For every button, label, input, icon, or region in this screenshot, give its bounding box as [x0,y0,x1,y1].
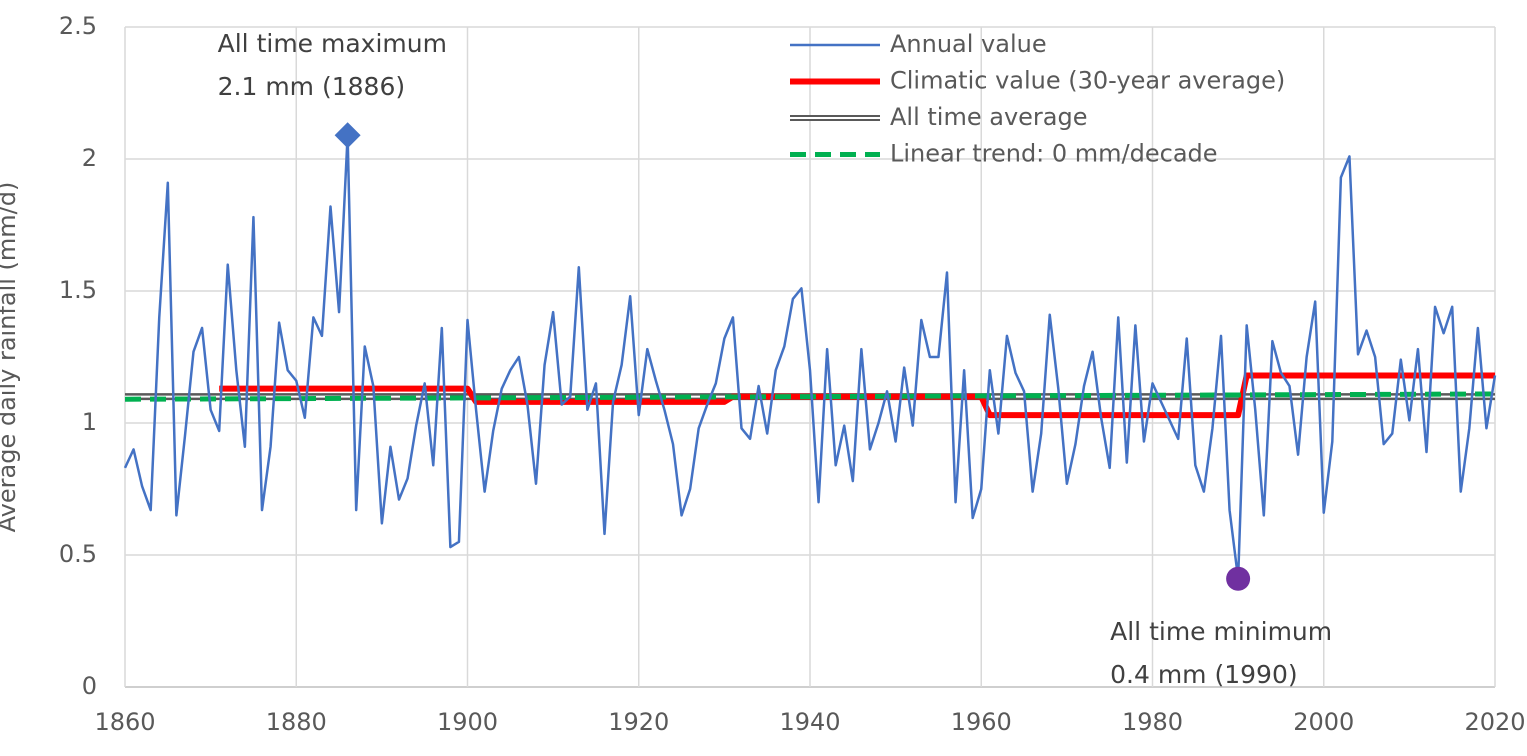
legend-label: All time average [890,103,1087,131]
x-tick-label: 1920 [608,708,669,736]
x-tick-label: 1900 [437,708,498,736]
annotation-text: 2.1 mm (1886) [218,72,406,101]
legend-label: Annual value [890,30,1047,58]
series-line [123,133,1497,581]
x-tick-label: 1880 [266,708,327,736]
annotation-text: All time minimum [1110,617,1332,646]
max-marker [334,122,361,149]
x-tick-label: 1860 [94,708,155,736]
y-tick-label: 0 [82,672,97,700]
annotation-text: 0.4 mm (1990) [1110,660,1298,689]
min-marker [1226,566,1251,591]
y-tick-label: 1 [82,408,97,436]
x-tick-label: 2000 [1293,708,1354,736]
x-tick-label: 2020 [1464,708,1525,736]
y-tick-label: 2.5 [59,12,97,40]
legend-label: Climatic value (30-year average) [890,67,1285,95]
y-axis-label: Average daily rainfall (mm/d) [0,182,21,533]
annotation-text: All time maximum [218,29,447,58]
y-tick-label: 0.5 [59,540,97,568]
y-tick-label: 1.5 [59,276,97,304]
x-tick-label: 1980 [1122,708,1183,736]
x-tick-label: 1960 [951,708,1012,736]
legend-label: Linear trend: 0 mm/decade [890,140,1218,168]
x-tick-label: 1940 [779,708,840,736]
y-tick-label: 2 [82,144,97,172]
